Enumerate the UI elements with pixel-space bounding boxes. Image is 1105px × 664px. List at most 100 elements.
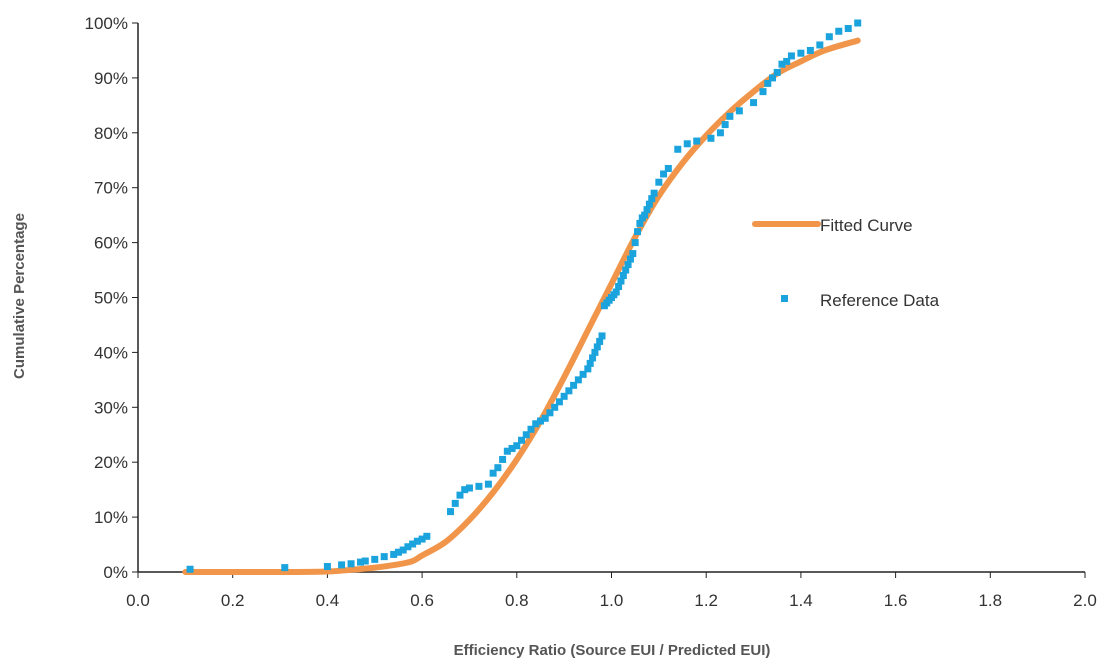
reference-data-point [589, 354, 597, 362]
reference-data-point [648, 195, 656, 203]
reference-data-point [413, 537, 421, 545]
y-tick-label: 70% [94, 179, 128, 198]
reference-data-point [390, 550, 398, 558]
reference-data-point [456, 491, 464, 499]
reference-data-point [518, 436, 526, 444]
reference-data-point [560, 392, 568, 400]
reference-data-point [503, 447, 511, 455]
reference-data-point [816, 41, 824, 49]
reference-data-point [622, 266, 630, 274]
reference-data-point [716, 129, 724, 137]
reference-data-point [854, 19, 862, 27]
y-tick-label: 90% [94, 69, 128, 88]
reference-data-point [806, 46, 814, 54]
y-tick-label: 60% [94, 234, 128, 253]
y-tick-label: 100% [85, 14, 128, 33]
reference-data-point [735, 107, 743, 115]
reference-data-point [759, 88, 767, 96]
reference-data-point [546, 409, 554, 417]
reference-data-point [423, 532, 431, 540]
reference-data-point [721, 121, 729, 129]
x-tick-label: 0.0 [126, 591, 150, 610]
reference-data-point [783, 57, 791, 65]
reference-data-point [394, 548, 402, 556]
reference-data-point [643, 206, 651, 214]
x-tick-label: 0.8 [505, 591, 529, 610]
y-axis-ticks: 0% 10% 20% 30% 40% 50% 60% 70% 80% 90% 100% [85, 14, 138, 582]
reference-data-point [404, 543, 412, 551]
reference-data-point [835, 27, 843, 35]
reference-data-point [418, 535, 426, 543]
reference-data-point [555, 398, 563, 406]
reference-data-point [773, 68, 781, 76]
reference-data-point [693, 137, 701, 145]
reference-data-point [641, 211, 649, 219]
reference-data-points [186, 19, 862, 573]
legend-reference-data-label: Reference Data [820, 291, 940, 310]
reference-data-point [475, 482, 483, 490]
plot-area [182, 19, 862, 576]
reference-data-point [347, 560, 355, 568]
reference-data-point [615, 283, 623, 291]
y-axis-title: Cumulative Percentage [11, 213, 28, 379]
x-tick-label: 0.2 [221, 591, 245, 610]
reference-data-point [551, 403, 559, 411]
x-tick-label: 0.6 [410, 591, 434, 610]
reference-data-point [380, 553, 388, 561]
reference-data-point [409, 540, 417, 548]
y-tick-label: 80% [94, 124, 128, 143]
reference-data-point [683, 140, 691, 148]
reference-data-point [787, 52, 795, 60]
reference-data-point [541, 414, 549, 422]
x-tick-label: 1.0 [600, 591, 624, 610]
reference-data-point [593, 343, 601, 351]
reference-data-point [484, 480, 492, 488]
y-tick-label: 0% [103, 563, 128, 582]
reference-data-point [626, 255, 634, 263]
x-tick-label: 0.4 [316, 591, 340, 610]
reference-data-point [527, 425, 535, 433]
x-tick-label: 1.6 [884, 591, 908, 610]
reference-data-point [825, 33, 833, 41]
reference-data-point [726, 112, 734, 120]
reference-data-point [631, 239, 639, 247]
reference-data-point [532, 420, 540, 428]
legend-reference-data-swatch [781, 295, 788, 302]
x-tick-label: 1.4 [789, 591, 813, 610]
reference-data-point [598, 332, 606, 340]
reference-data-point [660, 170, 668, 178]
reference-data-point [636, 219, 644, 227]
reference-data-point [612, 288, 620, 296]
reference-data-point [624, 261, 632, 269]
reference-data-point [371, 555, 379, 563]
reference-data-point [655, 178, 663, 186]
x-tick-label: 1.2 [694, 591, 718, 610]
reference-data-point [778, 60, 786, 68]
reference-data-point [508, 444, 516, 452]
reference-data-point [494, 464, 502, 472]
reference-data-point [565, 387, 573, 395]
reference-data-point [674, 145, 682, 153]
reference-data-point [338, 561, 346, 569]
reference-data-point [650, 189, 658, 197]
reference-data-point [361, 557, 369, 565]
legend-fitted-curve-label: Fitted Curve [820, 216, 913, 235]
y-tick-label: 30% [94, 398, 128, 417]
x-axis-title: Efficiency Ratio (Source EUI / Predicted… [454, 642, 771, 659]
reference-data-point [750, 99, 758, 107]
reference-data-point [768, 74, 776, 82]
reference-data-point [357, 558, 365, 566]
reference-data-point [617, 277, 625, 285]
axes: 0.0 0.2 0.4 0.6 0.8 1.0 1.2 1.4 1.6 1.8 2.0 0% 10% 2… [85, 14, 1097, 610]
reference-data-point [323, 563, 331, 571]
reference-data-point [499, 455, 507, 463]
x-tick-label: 2.0 [1073, 591, 1097, 610]
reference-data-point [634, 228, 642, 236]
reference-data-point [451, 499, 459, 507]
reference-data-point [574, 376, 582, 384]
reference-data-point [570, 381, 578, 389]
reference-data-point [465, 484, 473, 492]
x-axis-ticks: 0.0 0.2 0.4 0.6 0.8 1.0 1.2 1.4 1.6 1.8 2.0 [126, 572, 1097, 610]
reference-data-point [844, 24, 852, 32]
